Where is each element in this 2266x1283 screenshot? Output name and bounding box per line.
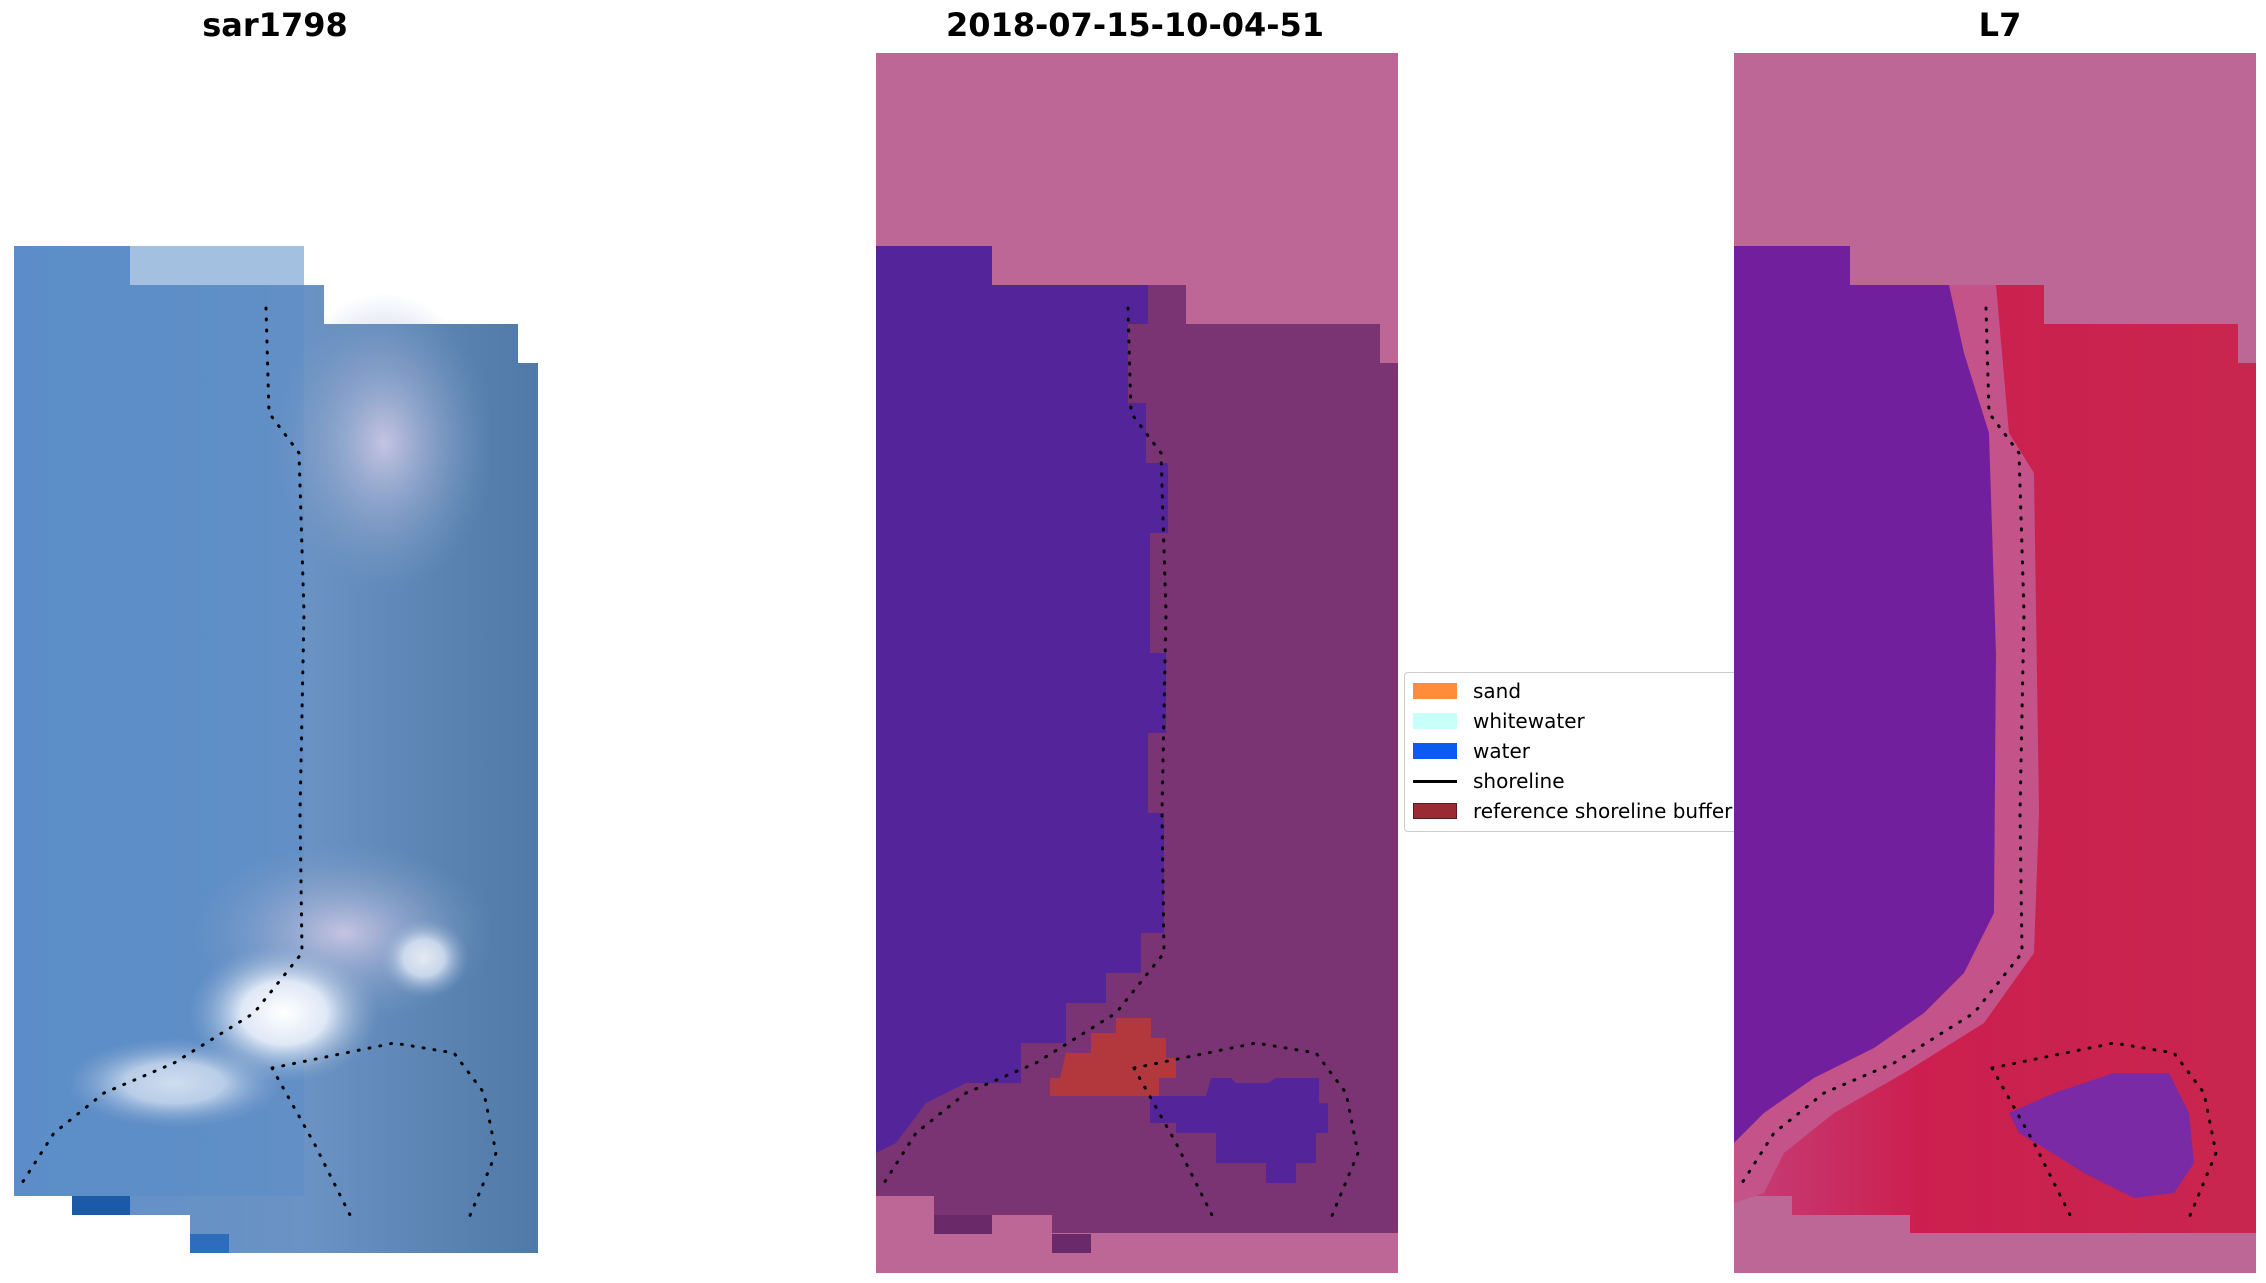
legend: sand whitewater water shoreline referenc… — [1404, 672, 1735, 832]
legend-label-shoreline: shoreline — [1473, 769, 1565, 793]
index-inner-water — [2009, 1073, 2194, 1198]
legend-line-shoreline — [1413, 779, 1457, 783]
classified-water — [876, 246, 1168, 1153]
legend-swatch-sand — [1413, 683, 1457, 699]
legend-label-whitewater: whitewater — [1473, 709, 1585, 733]
legend-item-water: water — [1413, 737, 1530, 765]
legend-item-shoreline: shoreline — [1413, 767, 1565, 795]
index-image — [1734, 53, 2256, 1273]
panel-title-rgb: sar1798 — [202, 6, 348, 44]
panel-title-classified: 2018-07-15-10-04-51 — [945, 6, 1325, 44]
rgb-shoreline — [20, 306, 498, 1225]
legend-swatch-water — [1413, 743, 1457, 759]
legend-label-sand: sand — [1473, 679, 1522, 703]
classified-shoreline — [882, 306, 1360, 1225]
panel-title-index: L7 — [1978, 6, 2022, 44]
rgb-image — [14, 246, 538, 1253]
classified-image-panel — [876, 53, 1398, 1273]
legend-item-reference-buffer: reference shoreline buffer — [1413, 797, 1732, 825]
index-image-panel — [1734, 53, 2256, 1273]
index-water — [1734, 246, 1996, 1143]
legend-label-reference-buffer: reference shoreline buffer — [1473, 799, 1733, 823]
legend-item-whitewater: whitewater — [1413, 707, 1585, 735]
index-shoreline — [1740, 306, 2218, 1225]
classified-sand-buffer — [1050, 1018, 1176, 1096]
legend-swatch-reference-buffer — [1413, 803, 1457, 819]
rgb-image-panel — [14, 53, 538, 1253]
legend-label-water: water — [1473, 739, 1530, 763]
legend-swatch-whitewater — [1413, 713, 1457, 729]
legend-item-sand: sand — [1413, 677, 1521, 705]
index-panel-overlap — [1734, 672, 1754, 832]
classified-inner-water — [1150, 1078, 1328, 1183]
classified-image — [876, 53, 1398, 1273]
